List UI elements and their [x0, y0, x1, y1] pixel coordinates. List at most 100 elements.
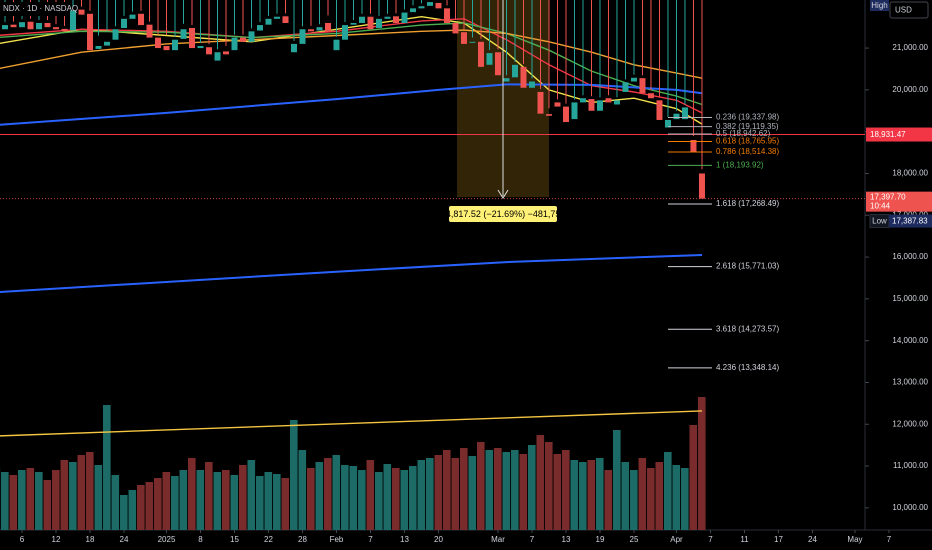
- volume-bar: [103, 405, 111, 530]
- volume-bar: [222, 470, 230, 530]
- fib-label: 0.5 (18,942.62): [716, 129, 771, 138]
- candle-body: [647, 93, 654, 99]
- price-badge-label: 18,931.47: [870, 130, 906, 139]
- volume-bar: [561, 450, 570, 530]
- y-tick-label: 11,000.00: [893, 461, 929, 470]
- y-tick-label: 20,000.00: [892, 85, 928, 94]
- candle-body: [537, 91, 544, 114]
- y-tick-label: 12,000.00: [892, 419, 928, 428]
- volume-bar: [111, 475, 120, 530]
- candle-body: [87, 13, 94, 51]
- volume-bar: [502, 452, 511, 530]
- volume-bar: [18, 470, 26, 530]
- candle-body: [206, 47, 213, 55]
- candle-body: [375, 18, 382, 29]
- indicator-line: [0, 15, 703, 125]
- candle-body: [163, 45, 170, 51]
- candle-body: [70, 10, 77, 31]
- candle-body: [324, 22, 331, 32]
- candle-body: [274, 16, 281, 19]
- volume-bar: [374, 472, 383, 530]
- candle-body: [214, 52, 221, 61]
- volume-bar: [663, 452, 672, 530]
- indicator-line: [0, 83, 703, 126]
- candle-body: [350, 22, 357, 25]
- fib-label: 2.618 (15,771.03): [716, 262, 779, 271]
- volume-bar: [35, 472, 43, 530]
- y-tick-label: 21,000.00: [892, 43, 928, 52]
- candle-body: [265, 18, 272, 25]
- volume-bar: [476, 442, 485, 530]
- candle-body: [528, 81, 535, 88]
- candle-body: [520, 66, 527, 88]
- volume-bar: [128, 490, 137, 530]
- candle-body: [562, 106, 569, 123]
- volume-bar: [205, 462, 213, 530]
- fib-label: 0.382 (19,119.35): [716, 122, 779, 131]
- volume-bar: [273, 474, 281, 530]
- indicator-line: [0, 410, 703, 437]
- candle-body: [545, 114, 552, 116]
- volume-bar: [451, 458, 460, 530]
- x-tick-label: 13: [562, 535, 571, 544]
- volume-bar: [553, 454, 562, 530]
- volume-bar: [213, 472, 222, 530]
- candle-body: [664, 119, 671, 128]
- x-tick-label: 24: [120, 535, 129, 544]
- x-tick-label: 13: [400, 535, 409, 544]
- fib-label: 3.618 (14,273.57): [716, 324, 779, 333]
- volume-bar: [145, 482, 154, 530]
- candle-body: [698, 173, 705, 199]
- volume-bar: [629, 470, 638, 530]
- high-badge: [870, 0, 889, 11]
- candle-body: [95, 45, 102, 49]
- volume-bar: [425, 458, 434, 530]
- volume-bar: [239, 465, 247, 530]
- candle-body: [477, 41, 484, 67]
- volume-bar: [171, 476, 179, 530]
- candle-body: [605, 98, 612, 103]
- candle-body: [341, 25, 348, 40]
- candle-body: [172, 39, 179, 51]
- y-tick-label: 16,000.00: [892, 252, 928, 261]
- volume-bar: [604, 470, 613, 530]
- candle-body: [358, 16, 365, 23]
- measure-label: −4,817.52 (−21.69%) −481,752: [441, 209, 566, 219]
- candle-body: [129, 14, 136, 19]
- candle-body: [112, 29, 119, 40]
- candle-body: [494, 52, 501, 76]
- volume-bar: [188, 458, 196, 530]
- candle-body: [409, 8, 416, 13]
- x-tick-label: 7: [887, 535, 892, 544]
- volume-bar: [298, 450, 307, 530]
- y-tick-label: 14,000.00: [892, 336, 928, 345]
- volume-bar: [26, 468, 35, 530]
- candle-body: [299, 29, 306, 44]
- volume-bar: [646, 468, 655, 530]
- x-tick-label: 8: [198, 535, 203, 544]
- candle-body: [511, 64, 518, 78]
- candle-body: [290, 43, 297, 53]
- volume-bar: [256, 476, 264, 530]
- candle-body: [19, 22, 26, 28]
- volume-bar: [366, 460, 375, 530]
- candle-body: [78, 9, 85, 15]
- x-tick-label: Mar: [491, 535, 505, 544]
- candle-body: [673, 113, 680, 120]
- volume-bar: [94, 465, 103, 530]
- volume-bar: [77, 455, 86, 530]
- candle-body: [307, 29, 314, 32]
- volume-bar: [408, 466, 417, 530]
- volume-bar: [689, 425, 698, 530]
- candle-body: [426, 2, 433, 6]
- candle-body: [282, 16, 289, 23]
- candle-body: [138, 13, 145, 26]
- fib-label: 1 (18,193.92): [716, 160, 764, 169]
- candle-body: [596, 100, 603, 111]
- volume-bar: [323, 458, 332, 530]
- volume-bar: [264, 472, 273, 530]
- price-badge: [866, 127, 932, 142]
- high-label: High: [871, 1, 887, 10]
- volume-bar: [697, 397, 706, 530]
